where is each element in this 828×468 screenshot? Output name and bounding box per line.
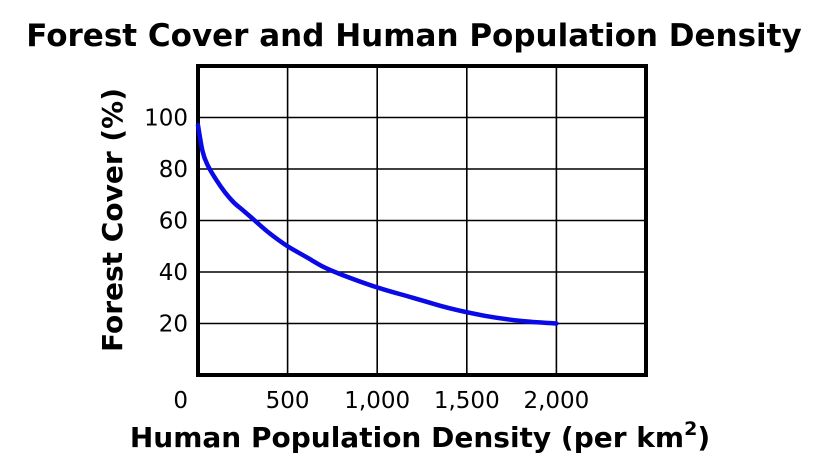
x-axis-title-main: Human Population Density (per km — [130, 421, 684, 454]
x-tick-label: 500 — [266, 388, 310, 414]
x-tick-label: 1,000 — [344, 388, 410, 414]
chart-title: Forest Cover and Human Population Densit… — [26, 18, 801, 54]
x-tick-label: 0 — [173, 388, 188, 414]
y-tick-label: 40 — [159, 260, 188, 286]
grid — [198, 66, 646, 375]
x-tick-labels: 0 500 1,000 1,500 2,000 — [173, 388, 589, 414]
x-tick-label: 1,500 — [434, 388, 500, 414]
x-axis-title-superscript: 2 — [684, 418, 697, 440]
y-tick-label: 80 — [159, 157, 188, 183]
x-axis-title-close: ) — [697, 421, 710, 454]
x-axis-title: Human Population Density (per km2) — [130, 418, 710, 454]
x-tick-label: 2,000 — [523, 388, 589, 414]
y-tick-label: 100 — [144, 106, 188, 132]
y-tick-labels: 20 40 60 80 100 — [144, 106, 188, 338]
y-tick-label: 20 — [159, 312, 188, 338]
forest-cover-curve — [195, 122, 559, 326]
plot-frame — [196, 64, 648, 377]
y-axis-title: Forest Cover (%) — [96, 88, 129, 352]
y-tick-label: 60 — [159, 209, 188, 235]
